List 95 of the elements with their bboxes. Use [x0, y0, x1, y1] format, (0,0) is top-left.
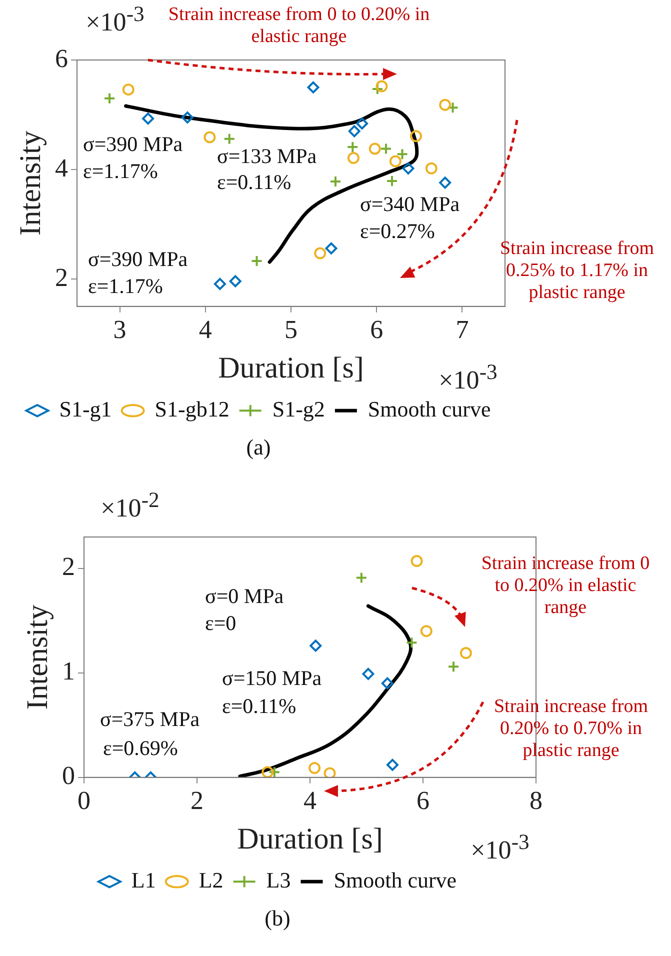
y-tick-label: 2 — [62, 552, 75, 582]
point — [386, 175, 398, 188]
point — [348, 125, 360, 138]
point — [204, 131, 216, 144]
annotation: Strain increase from 0.20% to 0.70% in plastic range — [492, 696, 650, 762]
legend-label: S1-g1 — [59, 396, 112, 422]
point — [308, 762, 321, 774]
annotation: Strain increase from 0 to 0.20% in elastic range — [480, 553, 651, 619]
point — [314, 247, 326, 260]
annotation: σ=0 MPa — [205, 584, 284, 608]
point — [371, 83, 384, 96]
point — [381, 677, 394, 690]
y-tick-label: 4 — [55, 153, 68, 182]
point — [380, 142, 392, 155]
point — [181, 111, 194, 124]
x-tick-label: 8 — [530, 786, 542, 815]
point — [229, 275, 242, 288]
point — [410, 130, 422, 142]
text: ×10$^{-3}$ — [470, 830, 530, 866]
legend-label: Smooth curve — [334, 867, 457, 892]
text: ×10$^{-3}$ — [438, 360, 498, 396]
x-tick-label: 7 — [456, 314, 469, 344]
y-tick-label: 0 — [62, 761, 75, 790]
y-tick-label: 2 — [55, 262, 68, 292]
point — [448, 660, 460, 673]
point — [396, 148, 408, 160]
point — [460, 647, 472, 660]
y-axis-title: Intensity — [14, 130, 47, 236]
point — [406, 636, 418, 649]
point — [347, 152, 360, 164]
point — [268, 766, 280, 778]
point — [355, 572, 368, 584]
point — [104, 92, 116, 104]
x-tick-label: 3 — [113, 314, 126, 344]
annotation: σ=390 MPa — [83, 132, 183, 156]
point — [439, 176, 452, 189]
point — [439, 98, 452, 111]
annotation: ε=1.17% — [83, 159, 158, 184]
text: Strain increase from 0 to 0.20% in elastic range — [168, 4, 430, 48]
legend-label: S1-g2 — [272, 396, 325, 422]
annotation: ε=1.17% — [88, 274, 163, 298]
x-tick-label: 5 — [284, 314, 298, 344]
annotation: ε=0.27% — [360, 219, 435, 244]
x-tick-label: 4 — [304, 786, 316, 815]
point — [214, 278, 226, 290]
legend-label: L3 — [266, 867, 291, 892]
legend-label: Smooth curve — [368, 396, 491, 422]
annotation: σ=390 MPa — [88, 247, 188, 272]
point — [262, 766, 274, 778]
point — [425, 162, 438, 174]
point — [122, 84, 134, 96]
point — [368, 142, 381, 155]
x-tick-label: 4 — [198, 314, 212, 344]
text: ×10$^{-3}$ — [84, 2, 146, 38]
annotation: ε=0 — [205, 611, 236, 636]
text: ×10$^{-2}$ — [100, 488, 160, 524]
y-tick-label: 1 — [62, 656, 75, 686]
point — [356, 118, 368, 130]
annotation: σ=340 MPa — [360, 192, 460, 216]
annotation: ε=0.69% — [103, 736, 178, 760]
annotation: σ=133 MPa — [217, 144, 317, 168]
legend-label: L1 — [131, 867, 156, 892]
annotation: Strain increase from 0.25% to 1.17% in plastic range — [498, 238, 656, 304]
point — [346, 141, 359, 154]
y-axis-title: Intensity — [20, 604, 54, 710]
x-tick-label: 2 — [190, 786, 204, 815]
annotation: σ=150 MPa — [222, 666, 322, 690]
point — [307, 81, 320, 94]
x-axis-title: Duration [s] — [237, 822, 383, 856]
point — [446, 102, 459, 114]
text: (a) — [246, 434, 271, 460]
point — [324, 767, 336, 778]
text: (b) — [264, 906, 290, 931]
x-tick-label: 6 — [370, 314, 384, 344]
point — [402, 162, 414, 174]
point — [376, 80, 388, 92]
y-tick-label: 6 — [55, 44, 68, 73]
point — [310, 640, 322, 652]
x-axis-title: Duration [s] — [218, 351, 364, 384]
point — [250, 254, 263, 267]
point — [330, 176, 342, 188]
annotation: σ=375 MPa — [100, 707, 200, 732]
point — [142, 112, 154, 125]
legend-label: L2 — [198, 867, 224, 892]
point — [410, 555, 423, 568]
point — [386, 758, 398, 771]
point — [420, 625, 432, 638]
annotation: ε=0.11% — [217, 170, 292, 194]
legend-label: S1-gb12 — [154, 396, 230, 422]
point — [325, 242, 338, 254]
x-tick-label: 6 — [416, 786, 430, 815]
point — [389, 155, 402, 168]
annotation: ε=0.11% — [222, 694, 296, 718]
point — [223, 132, 236, 145]
point — [362, 668, 374, 680]
